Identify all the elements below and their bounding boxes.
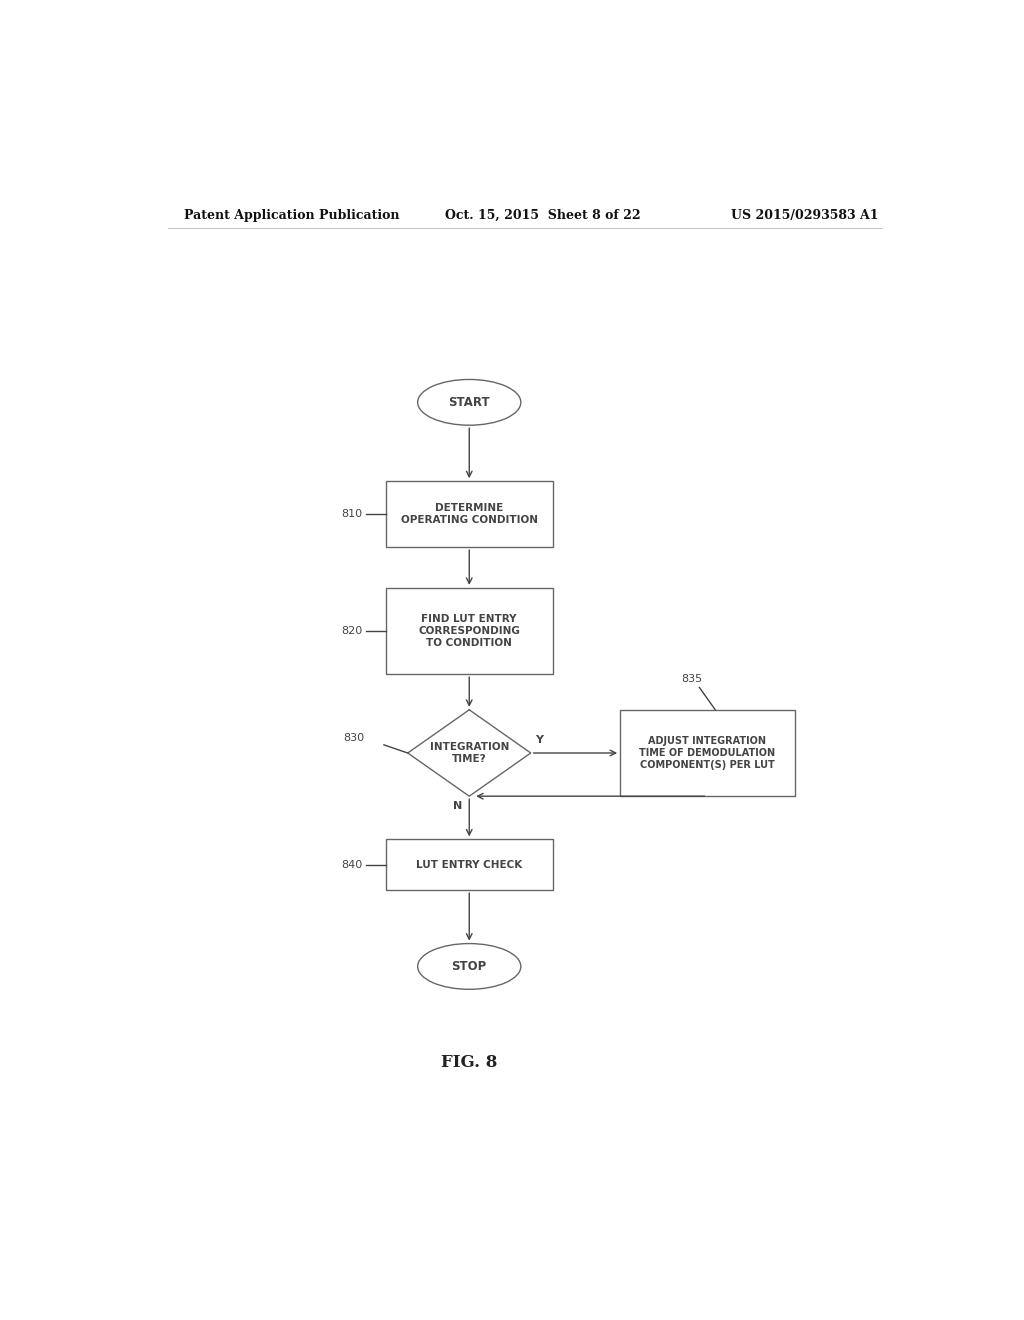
Text: START: START [449, 396, 490, 409]
Text: INTEGRATION
TIME?: INTEGRATION TIME? [429, 742, 509, 764]
Text: 830: 830 [343, 733, 365, 743]
Ellipse shape [418, 379, 521, 425]
Text: DETERMINE
OPERATING CONDITION: DETERMINE OPERATING CONDITION [400, 503, 538, 525]
Text: LUT ENTRY CHECK: LUT ENTRY CHECK [416, 859, 522, 870]
Text: Patent Application Publication: Patent Application Publication [183, 209, 399, 222]
Text: STOP: STOP [452, 960, 486, 973]
Text: Y: Y [535, 735, 543, 744]
Text: N: N [453, 801, 462, 812]
Text: ADJUST INTEGRATION
TIME OF DEMODULATION
COMPONENT(S) PER LUT: ADJUST INTEGRATION TIME OF DEMODULATION … [639, 737, 775, 770]
Text: 840: 840 [341, 859, 362, 870]
Text: 810: 810 [341, 510, 362, 519]
Text: 820: 820 [341, 626, 362, 636]
Text: 835: 835 [681, 675, 702, 684]
Text: FIND LUT ENTRY
CORRESPONDING
TO CONDITION: FIND LUT ENTRY CORRESPONDING TO CONDITIO… [419, 614, 520, 648]
Ellipse shape [418, 944, 521, 989]
FancyBboxPatch shape [620, 710, 795, 796]
FancyBboxPatch shape [386, 480, 553, 548]
FancyBboxPatch shape [386, 840, 553, 890]
Text: FIG. 8: FIG. 8 [441, 1055, 498, 1072]
Text: US 2015/0293583 A1: US 2015/0293583 A1 [731, 209, 879, 222]
Text: Oct. 15, 2015  Sheet 8 of 22: Oct. 15, 2015 Sheet 8 of 22 [445, 209, 641, 222]
FancyBboxPatch shape [386, 587, 553, 675]
Polygon shape [408, 710, 530, 796]
